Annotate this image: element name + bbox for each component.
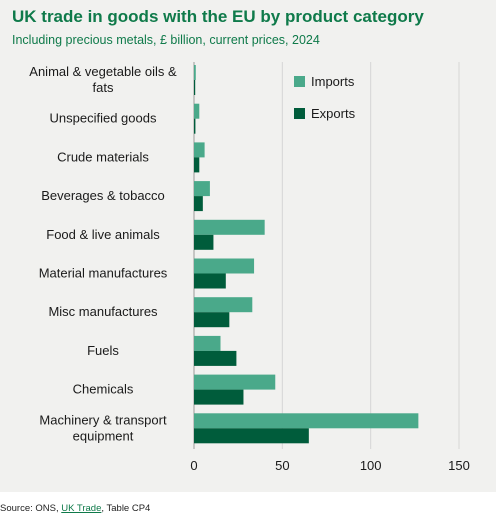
chart-title: UK trade in goods with the EU by product… xyxy=(12,7,424,26)
chart-subtitle: Including precious metals, £ billion, cu… xyxy=(12,33,320,47)
bar-chart: Animal & vegetable oils &fats Unspecified… xyxy=(29,62,470,473)
bar-imports-5 xyxy=(194,258,255,274)
category-label-6-0: Misc manufactures xyxy=(48,304,158,319)
bar-imports-4 xyxy=(194,219,265,235)
legend-label-exports: Exports xyxy=(311,106,356,121)
category-label-9-1: equipment xyxy=(73,428,134,443)
category-label-0-1: fats xyxy=(93,80,114,95)
bar-exports-2 xyxy=(194,157,200,173)
bar-exports-0 xyxy=(194,80,196,95)
x-tick-label-1: 50 xyxy=(275,458,289,473)
legend: Imports Exports xyxy=(294,74,356,121)
legend-swatch-exports xyxy=(294,108,305,119)
x-tick-label-0: 0 xyxy=(190,458,197,473)
bar-exports-9 xyxy=(194,428,309,444)
bar-imports-1 xyxy=(194,103,200,119)
category-label-9-0: Machinery & transport xyxy=(39,412,167,427)
bar-imports-8 xyxy=(194,374,276,390)
category-label-7-0: Fuels xyxy=(87,343,119,358)
chart-panel: UK trade in goods with the EU by product… xyxy=(0,0,496,492)
x-tick-labels: 0 50 100 150 xyxy=(190,458,469,473)
legend-swatch-imports xyxy=(294,76,305,87)
category-label-4-0: Food & live animals xyxy=(46,227,160,242)
source-link[interactable]: UK Trade xyxy=(61,503,102,514)
bar-exports-1 xyxy=(194,118,196,134)
bar-exports-6 xyxy=(194,312,230,328)
bar-exports-8 xyxy=(194,389,244,405)
category-label-3-0: Beverages & tobacco xyxy=(41,188,165,203)
legend-label-imports: Imports xyxy=(311,74,355,89)
bar-imports-9 xyxy=(194,413,419,429)
category-labels: Animal & vegetable oils &fats Unspecified… xyxy=(29,64,177,443)
source-note: Source: ONS, UK Trade, Table CP4 xyxy=(0,503,150,514)
bar-imports-7 xyxy=(194,335,221,351)
category-label-1-0: Unspecified goods xyxy=(50,111,157,126)
bar-exports-3 xyxy=(194,196,203,212)
bar-imports-3 xyxy=(194,181,210,197)
bar-exports-7 xyxy=(194,350,237,366)
x-tick-label-2: 100 xyxy=(360,458,382,473)
bar-exports-5 xyxy=(194,273,226,289)
source-suffix: , Table CP4 xyxy=(101,503,151,514)
bar-imports-2 xyxy=(194,142,205,158)
bar-imports-6 xyxy=(194,297,253,313)
x-tick-label-3: 150 xyxy=(448,458,470,473)
bars-group xyxy=(194,65,419,444)
category-label-2-0: Crude materials xyxy=(57,149,149,164)
source-prefix: Source: ONS, xyxy=(0,503,62,514)
category-label-8-0: Chemicals xyxy=(73,382,134,397)
bar-exports-4 xyxy=(194,234,214,250)
category-label-0-0: Animal & vegetable oils & xyxy=(29,64,177,79)
bar-imports-0 xyxy=(194,65,196,80)
category-label-5-0: Material manufactures xyxy=(39,266,168,281)
